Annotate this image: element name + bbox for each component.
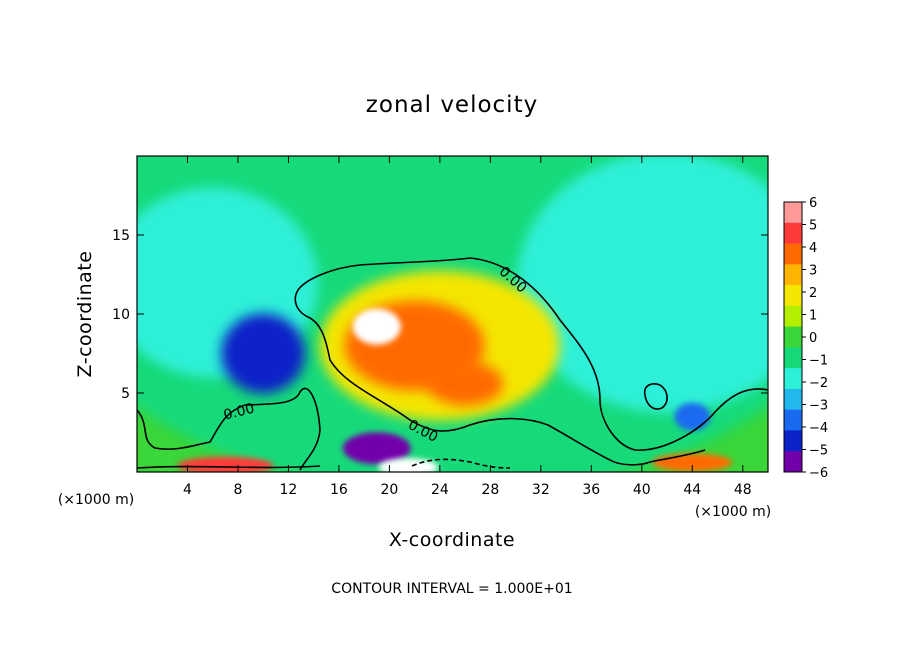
colorbar-swatch bbox=[784, 222, 802, 245]
x-axis-label: X-coordinate bbox=[389, 529, 515, 551]
colorbar-swatch bbox=[784, 451, 802, 473]
colorbar-label: −2 bbox=[809, 376, 828, 391]
zero-contours bbox=[137, 257, 768, 471]
x-tick-label: 36 bbox=[582, 482, 600, 498]
colorbar-label: −4 bbox=[809, 421, 828, 436]
colorbar-swatch bbox=[784, 388, 802, 411]
field-surface-west bbox=[177, 456, 274, 472]
zero-contour-mid bbox=[294, 289, 706, 466]
x-tick-label: 12 bbox=[280, 482, 298, 498]
colorbar-swatch bbox=[784, 326, 802, 348]
negative-contour bbox=[411, 458, 511, 469]
field-eastern-upper bbox=[517, 156, 768, 413]
y-tick-label: 5 bbox=[121, 386, 130, 402]
zero-contour-main bbox=[297, 257, 768, 451]
contour-label: 0.00 bbox=[222, 401, 256, 424]
x-tick-label: 16 bbox=[330, 482, 348, 498]
colorbar-label: 2 bbox=[809, 286, 817, 301]
x-axis: 4 8 12 16 20 24 28 32 36 40 44 48 bbox=[183, 156, 752, 498]
colorbar-swatch bbox=[784, 202, 802, 224]
y-axis-label: Z-coordinate bbox=[74, 251, 96, 378]
x-tick-label: 44 bbox=[683, 482, 701, 498]
colorbar-swatch bbox=[784, 305, 802, 328]
contour-interval-note: CONTOUR INTERVAL = 1.000E+01 bbox=[331, 581, 572, 597]
colorbar-label: 3 bbox=[809, 264, 817, 279]
field-lower-jet bbox=[427, 361, 504, 406]
colorbar-label: −6 bbox=[809, 466, 828, 481]
field-eastern-blue-blob bbox=[674, 402, 711, 431]
zero-contour-surface bbox=[137, 465, 321, 469]
x-tick-label: 20 bbox=[380, 482, 398, 498]
colorbar: 6 5 4 3 2 1 0 −1 −2 −3 −4 −5 −6 bbox=[783, 196, 828, 481]
colorbar-label: −3 bbox=[809, 399, 828, 414]
chart-title: zonal velocity bbox=[366, 92, 538, 118]
x-tick-label: 40 bbox=[633, 482, 651, 498]
y-tick-label: 10 bbox=[112, 307, 130, 323]
zero-contour-ring bbox=[643, 383, 668, 410]
field-western-jet-core bbox=[221, 313, 306, 394]
colorbar-swatch bbox=[784, 368, 802, 390]
colorbar-swatch bbox=[784, 409, 802, 431]
colorbar-label: 1 bbox=[809, 309, 817, 324]
colorbar-swatch bbox=[784, 243, 802, 265]
x-unit-right: (×1000 m) bbox=[695, 504, 771, 520]
y-axis: 5 10 15 bbox=[112, 228, 768, 402]
colorbar-swatch bbox=[784, 285, 802, 307]
x-tick-label: 24 bbox=[431, 482, 449, 498]
velocity-field bbox=[137, 156, 768, 472]
colorbar-swatch bbox=[784, 264, 802, 286]
colorbar-swatch bbox=[784, 347, 802, 369]
x-tick-label: 4 bbox=[183, 482, 192, 498]
y-tick-label: 15 bbox=[112, 228, 130, 244]
x-tick-label: 48 bbox=[734, 482, 752, 498]
colorbar-label: 4 bbox=[809, 241, 817, 256]
colorbar-label: 0 bbox=[809, 331, 817, 346]
x-tick-label: 8 bbox=[233, 482, 242, 498]
colorbar-swatch bbox=[784, 430, 802, 452]
x-unit-left: (×1000 m) bbox=[58, 492, 134, 508]
colorbar-label: −5 bbox=[809, 444, 828, 459]
colorbar-label: −1 bbox=[809, 354, 828, 369]
colorbar-label: 6 bbox=[809, 196, 817, 211]
field-central-jet-core bbox=[352, 308, 401, 345]
zero-contour-low bbox=[137, 387, 321, 471]
colorbar-label: 5 bbox=[809, 219, 817, 234]
field-surface-centre-blue bbox=[342, 432, 411, 465]
x-tick-label: 28 bbox=[481, 482, 499, 498]
x-tick-label: 32 bbox=[532, 482, 550, 498]
